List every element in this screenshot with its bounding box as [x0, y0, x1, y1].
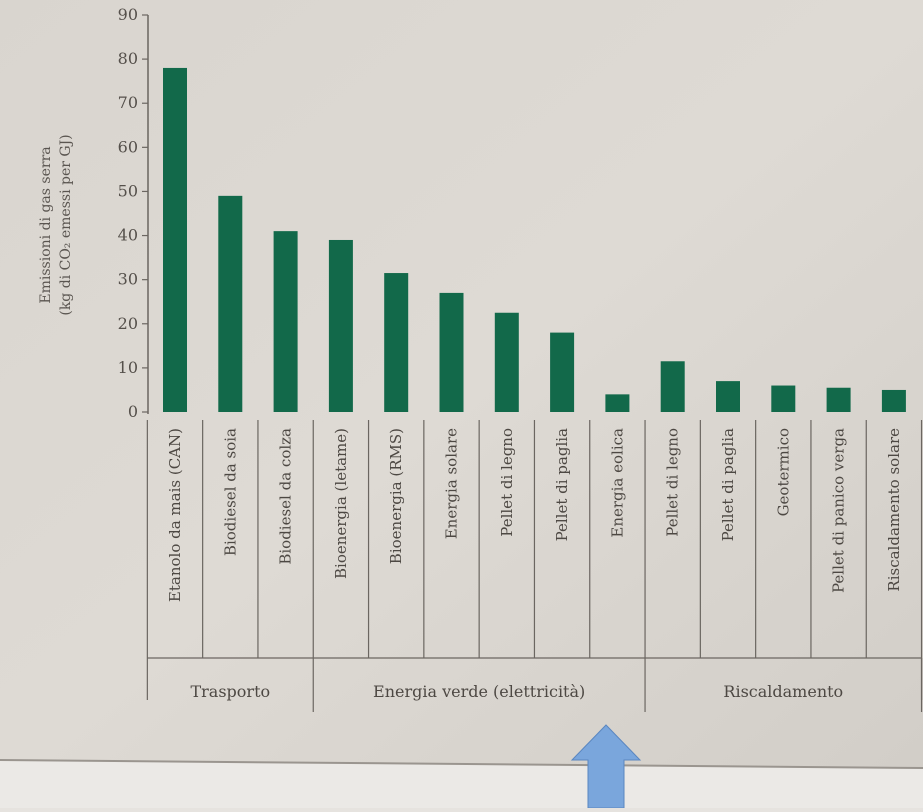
bar [881, 389, 906, 412]
y-tick-label: 30 [118, 270, 138, 289]
x-tick-label: Pellet di legno [664, 428, 682, 537]
y-tick-label: 70 [118, 93, 138, 112]
y-tick-label: 20 [118, 314, 138, 333]
y-tick-label: 10 [118, 358, 138, 377]
x-tick-label: Bioenergia (letame) [332, 428, 350, 579]
x-tick-label: Pellet di paglia [553, 428, 571, 541]
group-label: Energia verde (elettricità) [373, 682, 585, 701]
y-tick-label: 40 [118, 226, 138, 245]
x-tick-label: Geotermico [774, 428, 792, 516]
bar [716, 381, 740, 412]
y-tick-label: 0 [128, 402, 138, 421]
x-tick-label: Pellet di legno [498, 428, 516, 537]
y-axis: 0 10 20 30 40 50 60 70 80 90 [118, 5, 149, 421]
bar [384, 273, 409, 412]
x-axis-labels: Etanolo da mais (CAN) Biodiesel da soia Bi… [146, 420, 923, 700]
bar [494, 312, 519, 412]
x-tick-label: Biodiesel da colza [277, 428, 295, 565]
x-tick-label: Pellet di panico verga [830, 428, 848, 593]
bar [218, 195, 243, 412]
x-tick-label: Energia eolica [608, 428, 626, 538]
bar [439, 292, 464, 412]
bar [328, 239, 353, 412]
y-axis-unit: (kg di CO₂ emessi per GJ) [58, 134, 74, 315]
bar [163, 67, 187, 412]
y-tick-label: 90 [118, 5, 138, 24]
y-tick-label: 50 [118, 181, 138, 200]
category-groups: Trasporto Energia verde (elettricità) Risc… [147, 657, 923, 712]
bar [550, 332, 575, 412]
group-label: Trasporto [190, 682, 270, 701]
x-tick-label: Bioenergia (RMS) [387, 428, 405, 564]
bar [660, 361, 685, 412]
y-tick-label: 80 [118, 49, 138, 68]
x-tick-label: Biodiesel da soia [221, 428, 239, 556]
x-tick-label: Riscaldamento solare [885, 428, 903, 592]
bar [771, 385, 796, 412]
group-label: Riscaldamento [723, 682, 843, 701]
bar [826, 387, 851, 412]
bar [605, 394, 630, 412]
x-tick-label: Etanolo da mais (CAN) [166, 428, 184, 602]
page-edge [0, 759, 923, 769]
x-tick-label: Energia solare [443, 428, 461, 539]
bar [273, 231, 298, 412]
x-tick-label: Pellet di paglia [719, 428, 737, 541]
y-axis-title: Emissioni di gas serra [38, 146, 54, 303]
bars [163, 67, 906, 412]
y-tick-label: 60 [118, 137, 138, 156]
